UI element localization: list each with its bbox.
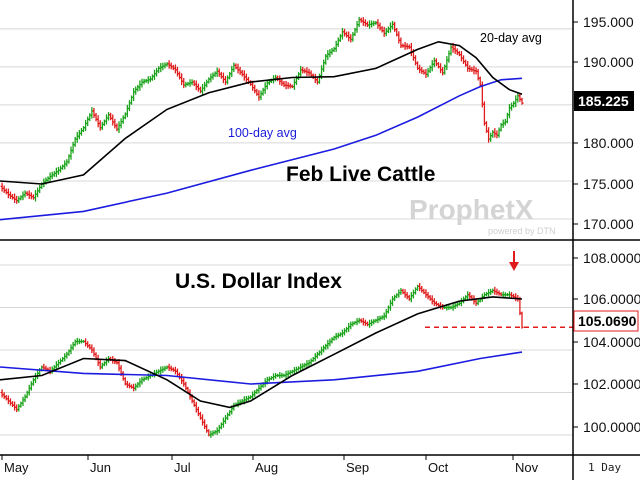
dollar-ytick: 100.0000 — [583, 419, 640, 435]
cattle-ytick: 175.000 — [583, 176, 634, 192]
month-label: Nov — [515, 460, 539, 475]
cattle-ytick: 170.000 — [583, 216, 634, 232]
dollar-short-ma-line — [0, 296, 523, 409]
dollar-long-ma-line — [0, 351, 523, 385]
month-label: May — [4, 460, 29, 475]
dollar-gridlines — [0, 264, 573, 436]
cattle-price-bar — [520, 97, 524, 105]
cattle-price-panel — [0, 16, 524, 221]
dollar-ytick: 106.0000 — [583, 291, 640, 307]
month-axis: May Jun Jul Aug Sep Oct Nov — [1, 455, 539, 475]
dollar-chart-title: U.S. Dollar Index — [175, 270, 342, 293]
dollar-price-bar — [520, 311, 524, 329]
prophetx-watermark: ProphetX — [409, 194, 534, 225]
dollar-y-axis: 108.0000 106.0000 104.0000 102.0000 100.… — [573, 250, 640, 435]
cattle-short-ma-line — [0, 40, 523, 185]
cattle-ytick: 190.000 — [583, 54, 634, 70]
down-arrow-marker — [509, 251, 519, 271]
dollar-ytick: 104.0000 — [583, 334, 640, 350]
dollar-last-value-text: 105.0690 — [578, 313, 637, 329]
month-label: Jul — [174, 460, 191, 475]
cattle-gridlines — [0, 28, 573, 220]
cattle-last-value-text: 185.225 — [578, 93, 629, 109]
dollar-ytick: 108.0000 — [583, 250, 640, 266]
month-label: Jun — [90, 460, 111, 475]
cattle-chart-title: Feb Live Cattle — [286, 163, 435, 186]
cattle-last-value: 185.225 — [574, 91, 634, 111]
dollar-ytick: 102.0000 — [583, 376, 640, 392]
month-label: Oct — [428, 460, 449, 475]
period-label: 1 Day — [588, 461, 621, 474]
cattle-long-ma-line — [0, 77, 523, 221]
cattle-y-axis: 195.000 190.000 180.000 175.000 170.000 — [573, 14, 634, 232]
month-label: Sep — [346, 460, 369, 475]
cattle-ytick: 195.000 — [583, 14, 634, 30]
month-label: Aug — [255, 460, 278, 475]
dollar-index-panel — [0, 283, 573, 438]
prophetx-watermark-sub: powered by DTN — [488, 226, 556, 236]
long-ma-annotation: 100-day avg — [228, 126, 297, 140]
cattle-ytick: 180.000 — [583, 135, 634, 151]
short-ma-annotation: 20-day avg — [480, 31, 542, 45]
dollar-last-value: 105.0690 — [573, 310, 639, 332]
